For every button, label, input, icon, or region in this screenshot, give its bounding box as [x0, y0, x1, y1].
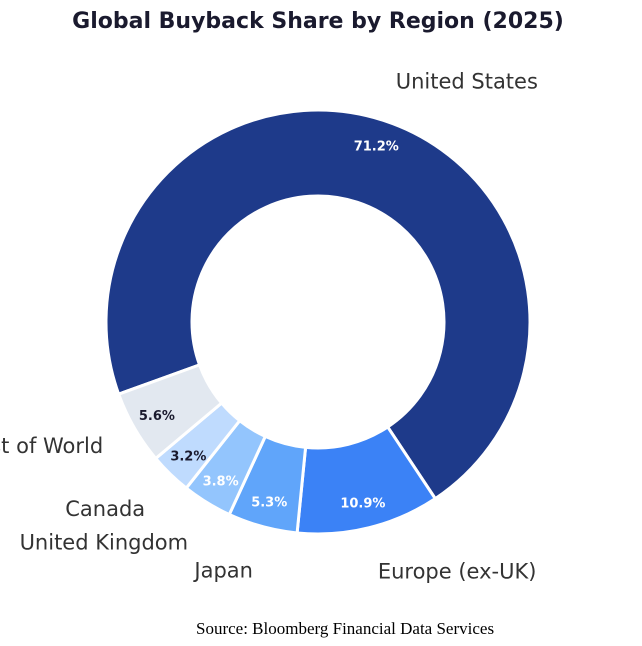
slice-united-states — [104, 108, 532, 501]
donut-chart: Global Buyback Share by Region (2025) Un… — [0, 9, 564, 584]
chart-title: Global Buyback Share by Region (2025) — [72, 9, 564, 34]
slice-rest-of-world — [116, 362, 224, 461]
category-label-united-kingdom: United Kingdom — [20, 530, 189, 554]
source-note: Source: Bloomberg Financial Data Service… — [196, 619, 495, 638]
value-label-canada: 3.2% — [170, 449, 206, 464]
percent-labels-group: 71.2% 10.9% 5.3% 3.8% 3.2% 5.6% — [139, 139, 399, 511]
value-label-rest-of-world: 5.6% — [139, 409, 175, 424]
category-label-europe-ex-uk: Europe (ex-UK) — [378, 560, 537, 584]
category-label-rest-of-world: Rest of World — [0, 434, 103, 458]
value-label-europe-ex-uk: 10.9% — [340, 497, 385, 512]
category-label-japan: Japan — [192, 558, 253, 582]
value-label-united-states: 71.2% — [354, 139, 399, 154]
slices-group — [104, 108, 532, 536]
value-label-united-kingdom: 3.8% — [203, 474, 239, 489]
value-label-japan: 5.3% — [251, 495, 287, 510]
category-label-canada: Canada — [65, 497, 145, 521]
category-label-united-states: United States — [396, 69, 538, 93]
footer: Source: Bloomberg Financial Data Service… — [0, 610, 642, 646]
